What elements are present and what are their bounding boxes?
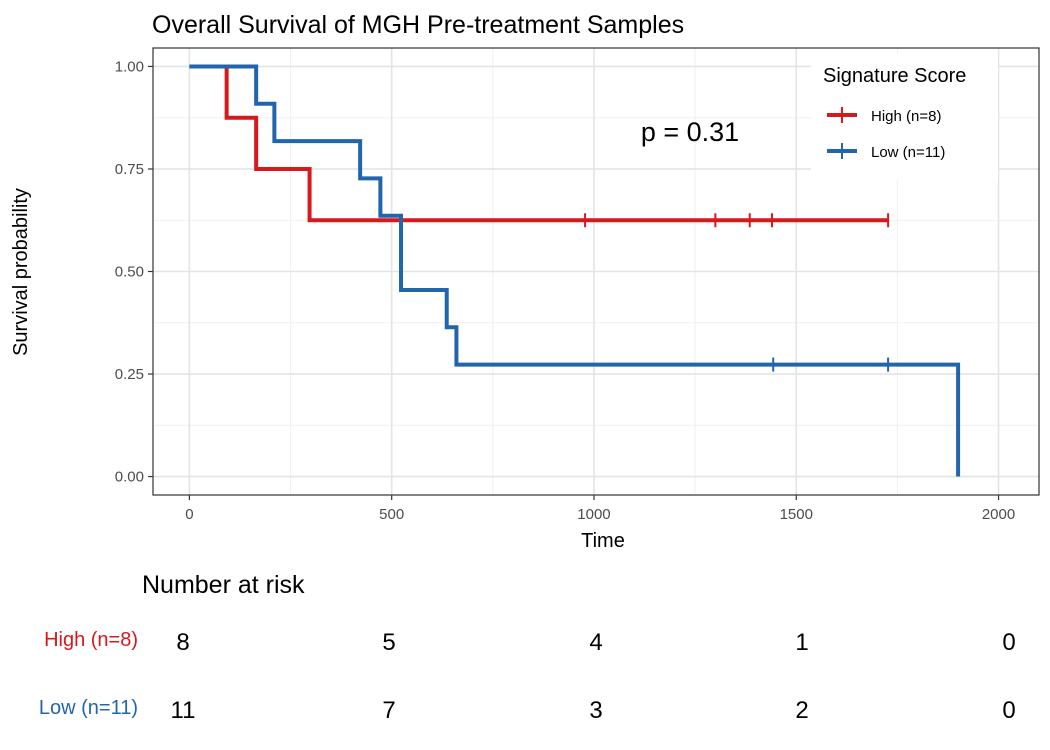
- risk-table-title: Number at risk: [142, 571, 305, 599]
- y-axis-title: Survival probability: [10, 188, 32, 356]
- risk-row: Low (n=11) 11 7 3 2 0: [39, 697, 1016, 724]
- risk-count: 1: [795, 629, 808, 656]
- legend: Signature Score High (n=8) Low (n=11): [811, 54, 998, 180]
- survival-curve-line: [189, 64, 961, 477]
- y-tick-label: 1.00: [115, 58, 144, 75]
- x-axis-title: Time: [581, 530, 625, 552]
- risk-count: 5: [382, 629, 395, 656]
- risk-count: 0: [1002, 697, 1015, 724]
- survival-curve-line: [189, 64, 889, 223]
- legend-label: High (n=8): [871, 108, 941, 125]
- series-low: [189, 64, 961, 477]
- y-tick-label: 0.50: [115, 264, 144, 281]
- x-tick-label: 1500: [780, 506, 813, 523]
- risk-count: 4: [589, 629, 602, 656]
- risk-row-label: Low (n=11): [39, 697, 138, 719]
- risk-count: 3: [589, 697, 602, 724]
- p-value-annotation: p = 0.31: [641, 117, 739, 147]
- series-layer: [189, 64, 961, 477]
- x-tick-label: 0: [185, 506, 193, 523]
- legend-item: High (n=8): [827, 107, 941, 125]
- risk-row-label: High (n=8): [44, 629, 138, 651]
- risk-count: 0: [1002, 629, 1015, 656]
- risk-count: 11: [171, 697, 196, 724]
- y-tick-label: 0.00: [115, 469, 144, 486]
- risk-count: 2: [795, 697, 808, 724]
- y-axis: 0.00 0.25 0.50 0.75 1.00: [115, 58, 153, 486]
- legend-item: Low (n=11): [827, 143, 945, 161]
- x-tick-label: 1000: [577, 506, 610, 523]
- risk-table: High (n=8) 8 5 4 1 0 Low (n=11) 11 7 3 2 0: [39, 629, 1016, 724]
- x-axis: 0 500 1000 1500 2000: [185, 495, 1015, 523]
- grid: [153, 48, 1039, 495]
- series-high: [189, 64, 890, 228]
- risk-count: 8: [176, 629, 189, 656]
- x-tick-label: 500: [379, 506, 404, 523]
- y-tick-label: 0.75: [115, 161, 144, 178]
- x-tick-label: 2000: [982, 506, 1015, 523]
- legend-label: Low (n=11): [871, 144, 945, 161]
- legend-title: Signature Score: [823, 65, 966, 87]
- y-tick-label: 0.25: [115, 366, 144, 383]
- risk-row: High (n=8) 8 5 4 1 0: [44, 629, 1016, 656]
- chart-title: Overall Survival of MGH Pre-treatment Sa…: [152, 11, 684, 39]
- risk-count: 7: [382, 697, 395, 724]
